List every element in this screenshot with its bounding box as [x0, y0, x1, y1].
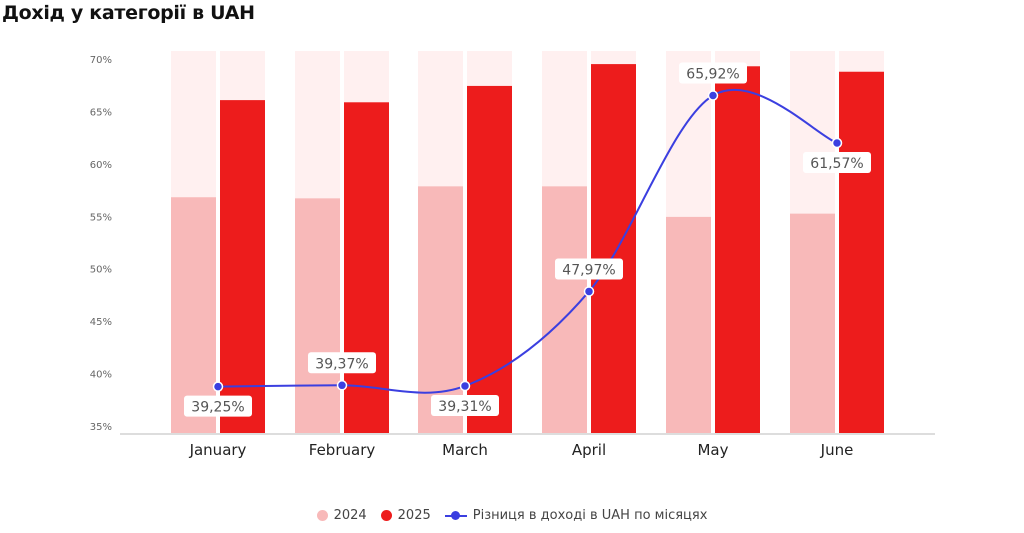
x-tick-label: June [820, 441, 854, 459]
x-tick-label: April [572, 441, 606, 459]
bar-2025 [715, 66, 760, 433]
difference-point [459, 380, 471, 392]
bar-2025 [344, 102, 389, 433]
bar-2024 [171, 197, 216, 433]
bar-2024 [542, 186, 587, 433]
x-tick-label: January [189, 441, 247, 459]
x-tick-label: May [697, 441, 728, 459]
difference-point [831, 137, 843, 149]
data-label-box [679, 62, 747, 84]
bar-2025 [467, 85, 512, 433]
y-tick-label: 50% [90, 265, 112, 276]
legend-line-icon [444, 510, 467, 521]
difference-point [583, 286, 595, 297]
chart-plot: 35% 40% 45% 50% 55% 60% 65% 70% January February M… [90, 51, 935, 459]
data-label: 65,92% [686, 67, 739, 83]
legend-item-2025[interactable]: 2025 [380, 508, 431, 523]
data-label: 39,25% [191, 400, 244, 416]
data-label-box [184, 395, 252, 417]
chart-title: Дохід у категорії в UAH [2, 2, 255, 24]
legend-item-difference[interactable]: Різниця в доході в UAH по місяцях [444, 508, 708, 523]
difference-point [707, 90, 719, 101]
y-tick-label: 35% [90, 422, 112, 433]
x-tick-label: February [309, 441, 376, 459]
bar-2024 [666, 216, 711, 433]
data-label-box [308, 352, 376, 374]
legend-item-2024[interactable]: 2024 [316, 508, 367, 523]
legend-label: 2024 [333, 508, 367, 523]
legend-swatch-2024 [316, 510, 328, 521]
data-label: 39,37% [315, 356, 368, 372]
data-label: 47,97% [562, 262, 615, 278]
data-label: 39,31% [438, 399, 491, 415]
data-label-box [555, 258, 623, 280]
y-tick-label: 70% [90, 55, 112, 66]
data-label: 61,57% [810, 156, 863, 172]
y-tick-label: 40% [90, 370, 112, 381]
bar-2025 [839, 71, 884, 433]
y-tick-label: 65% [90, 107, 112, 118]
difference-point [336, 380, 348, 391]
legend-label: Різниця в доході в UAH по місяцях [472, 508, 708, 523]
bar-2024 [790, 213, 835, 433]
bar-2025 [220, 100, 265, 433]
difference-point [212, 381, 224, 392]
x-tick-label: March [442, 441, 488, 459]
bar-2025 [591, 64, 636, 434]
legend-swatch-2025 [380, 510, 392, 521]
y-tick-label: 55% [90, 212, 112, 223]
data-label-box [431, 394, 499, 416]
y-tick-label: 45% [90, 317, 112, 328]
data-label-box [803, 152, 871, 174]
legend-label: 2025 [397, 508, 431, 523]
y-tick-label: 60% [90, 160, 112, 171]
legend: 2024 2025 Різниця в доході в UAH по міся… [0, 508, 1024, 523]
bar-2024 [295, 198, 340, 433]
